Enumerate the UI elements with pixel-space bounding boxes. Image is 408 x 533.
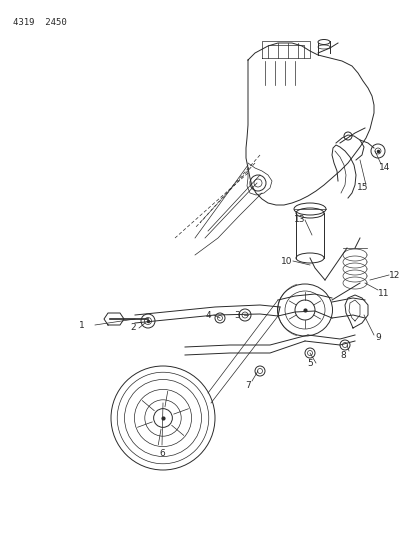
Text: 5: 5 [307,359,313,367]
Text: 11: 11 [378,288,390,297]
Text: 2: 2 [130,324,136,333]
Text: 3: 3 [234,311,240,319]
Text: 7: 7 [245,381,251,390]
Text: 1: 1 [79,320,85,329]
Text: 10: 10 [281,256,293,265]
Text: 15: 15 [357,183,369,192]
Text: 6: 6 [159,448,165,457]
Text: 14: 14 [379,164,391,173]
Text: 8: 8 [340,351,346,359]
Text: 9: 9 [375,334,381,343]
Text: 4: 4 [205,311,211,319]
Text: 4319  2450: 4319 2450 [13,18,67,27]
Text: 12: 12 [389,271,401,279]
Text: 13: 13 [294,215,306,224]
